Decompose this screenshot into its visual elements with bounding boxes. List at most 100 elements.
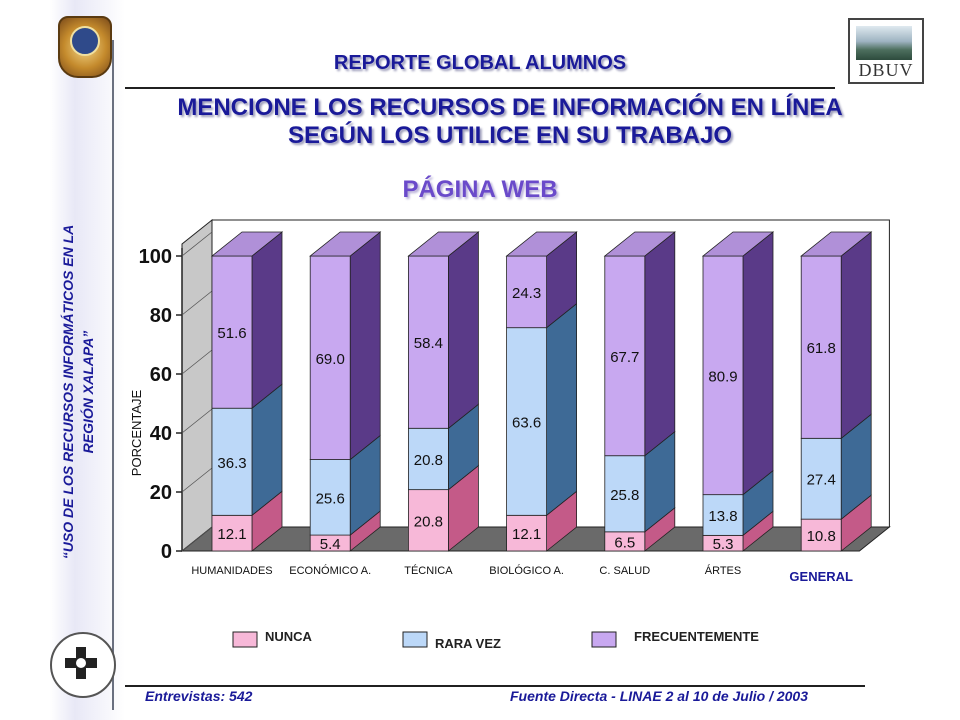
x-tick-label: ÁRTES	[705, 564, 741, 577]
x-tick-label: BIOLÓGICO A.	[489, 564, 564, 577]
sidebar-band	[0, 0, 125, 720]
bar-rara-vez	[506, 327, 548, 516]
x-tick-label: C. SALUD	[599, 565, 650, 577]
bar-nunca	[800, 518, 842, 552]
legend-swatch-frecuentemente	[591, 631, 617, 648]
value-label-rara-vez: 36.3	[217, 455, 246, 472]
value-label-rara-vez: 20.8	[414, 452, 443, 469]
value-label-rara-vez: 27.4	[807, 472, 836, 489]
bar-rara-vez	[800, 437, 842, 520]
value-label-nunca: 6.5	[614, 534, 635, 551]
question-line-2: SEGÚN LOS UTILICE EN SU TRABAJO	[287, 122, 733, 149]
y-tick-depth	[181, 231, 213, 257]
x-tick-label: TÉCNICA	[404, 564, 453, 577]
bar-frecuentemente-side	[840, 231, 872, 440]
bar-rara-vez	[211, 407, 253, 516]
bar-frecuentemente	[309, 255, 351, 460]
value-label-frecuentemente: 61.8	[807, 340, 836, 357]
bar-rara-vez	[407, 427, 449, 491]
y-tick-label: 100	[139, 246, 172, 268]
value-label-rara-vez: 25.8	[610, 487, 639, 504]
value-label-frecuentemente: 80.9	[708, 368, 737, 385]
y-tick-depth	[181, 349, 213, 375]
value-label-nunca: 12.1	[217, 526, 246, 543]
y-tick-label: 80	[150, 305, 172, 327]
bar-nunca	[407, 489, 449, 552]
report-title: REPORTE GLOBAL ALUMNOS	[333, 52, 627, 74]
legend-label-frecuentemente: FRECUENTEMENTE	[634, 629, 759, 644]
x-tick-label: GENERAL	[789, 569, 853, 584]
footer-interviews: Entrevistas: 542	[145, 688, 253, 704]
sidebar-divider	[112, 40, 114, 710]
value-label-nunca: 5.4	[320, 536, 341, 553]
question-line-1: MENCIONE LOS RECURSOS DE INFORMACIÓN EN …	[177, 94, 843, 121]
bar-top-face	[407, 231, 480, 257]
bar-rara-vez	[309, 459, 351, 536]
x-axis-labels: HUMANIDADES ECONÓMICO A. TÉCNICA BIOLÓGICO …	[191, 564, 853, 584]
x-tick-label: HUMANIDADES	[191, 565, 272, 577]
value-label-nunca: 12.1	[512, 526, 541, 543]
y-tick-label: 40	[150, 423, 172, 445]
bar-top-face	[210, 231, 284, 257]
legend-swatch-rara-vez	[402, 631, 428, 648]
header-divider	[125, 87, 835, 89]
x-tick-label: ECONÓMICO A.	[289, 564, 371, 577]
y-tick-depth	[181, 467, 213, 493]
dbuv-logo-text: DBUV	[858, 60, 914, 80]
y-tick-label: 60	[150, 364, 172, 386]
value-label-nunca: 20.8	[414, 513, 443, 530]
value-label-frecuentemente: 58.4	[414, 335, 443, 352]
y-tick-label: 20	[150, 482, 172, 504]
value-label-rara-vez: 13.8	[708, 508, 737, 525]
y-axis: 0 20 40 60 80 100 PORCENTAJE	[129, 231, 213, 563]
dbuv-logo-image	[856, 26, 912, 60]
chart-side-wall	[181, 218, 213, 553]
value-label-frecuentemente: 67.7	[610, 349, 639, 366]
value-label-frecuentemente: 69.0	[316, 351, 345, 368]
bar-frecuentemente	[604, 255, 646, 457]
bar-group	[210, 231, 873, 552]
legend: NUNCA RARA VEZ FRECUENTEMENTE	[232, 629, 759, 651]
bar-top-face	[309, 231, 382, 257]
bar-frecuentemente-side	[349, 231, 381, 461]
value-label-frecuentemente: 24.3	[512, 285, 541, 302]
bar-frecuentemente-side	[447, 231, 479, 430]
bar-frecuentemente	[211, 255, 253, 409]
y-axis-label: PORCENTAJE	[129, 389, 144, 476]
value-label-nunca: 10.8	[807, 528, 836, 545]
bar-rara-vez	[702, 494, 744, 536]
bar-frecuentemente-side	[742, 231, 774, 496]
bar-frecuentemente	[702, 255, 744, 496]
bar-top-face	[701, 231, 775, 257]
value-label-rara-vez: 25.6	[316, 490, 345, 507]
legend-label-rara-vez: RARA VEZ	[435, 636, 501, 651]
bar-rara-vez	[604, 455, 646, 533]
bar-top-face	[603, 231, 676, 257]
bar-frecuentemente	[506, 255, 548, 329]
bar-nunca	[211, 514, 253, 552]
university-logo-emblem	[70, 26, 100, 56]
footer-source: Fuente Directa - LINAE 2 al 10 de Julio …	[510, 688, 808, 704]
bar-frecuentemente-side	[644, 231, 676, 457]
bar-top-face	[800, 231, 873, 257]
bar-top-face	[505, 231, 578, 257]
legend-swatch-nunca	[232, 631, 258, 648]
bar-frecuentemente-side	[251, 231, 283, 410]
bar-nunca	[506, 514, 548, 552]
question-title: MENCIONE LOS RECURSOS DE INFORMACIÓN EN …	[120, 94, 900, 150]
legend-label-nunca: NUNCA	[265, 629, 313, 644]
value-label-frecuentemente: 51.6	[217, 325, 246, 342]
y-tick-label: 0	[161, 541, 172, 563]
bar-rara-vez-side	[546, 302, 577, 517]
y-tick-depth	[181, 290, 213, 316]
footer-divider	[125, 685, 865, 687]
y-tick-depth	[181, 526, 213, 552]
value-label-nunca: 5.3	[713, 536, 734, 553]
value-label-group: 12.1 36.3 51.6 5.4 25.6 69.0 20.8 20.8 58.4 12.1 6…	[217, 285, 835, 553]
bar-frecuentemente	[800, 255, 842, 439]
chart-subtitle: PÁGINA WEB	[402, 176, 558, 203]
seal-cross-icon	[65, 647, 97, 679]
y-tick-depth	[181, 408, 213, 434]
value-label-rara-vez: 63.6	[512, 414, 541, 431]
